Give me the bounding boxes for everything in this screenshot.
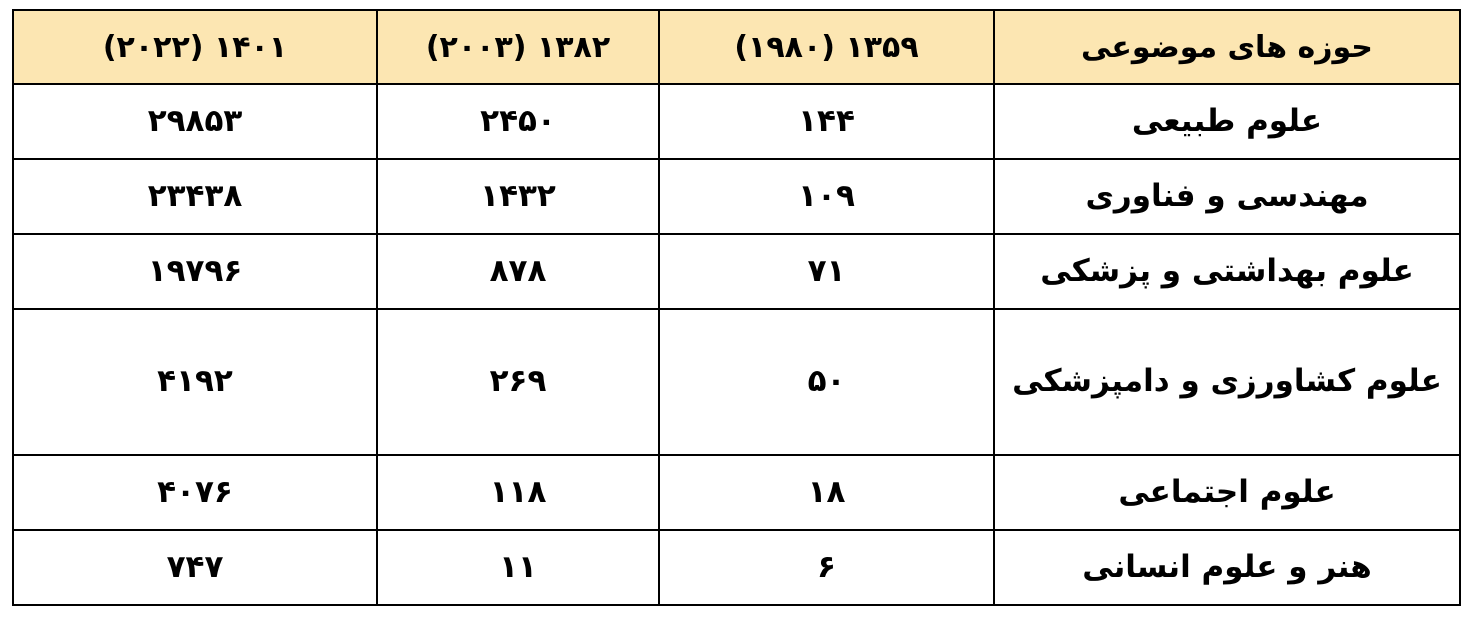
row-value-1401: ۴۰۷۶ xyxy=(12,454,378,532)
header-year-1382: ۱۳۸۲ (۲۰۰۳) xyxy=(376,9,660,85)
row-value-1382: ۲۴۵۰ xyxy=(376,83,660,160)
row-subject-name: هنر و علوم انسانی xyxy=(993,529,1461,606)
row-value-1382: ۲۶۹ xyxy=(376,307,660,457)
table-row: علوم طبیعی ۱۴۴ ۲۴۵۰ ۲۹۸۵۳ xyxy=(12,83,1461,160)
row-value-1359: ۷۱ xyxy=(658,232,995,310)
row-value-1401: ۷۴۷ xyxy=(12,529,378,606)
row-subject-name: مهندسی و فناوری xyxy=(993,157,1461,235)
row-subject-name: علوم اجتماعی xyxy=(993,454,1461,532)
row-subject-name: علوم بهداشتی و پزشکی xyxy=(993,232,1461,310)
row-value-1382: ۸۷۸ xyxy=(376,232,660,310)
row-value-1382: ۱۱ xyxy=(376,529,660,606)
row-value-1401: ۴۱۹۲ xyxy=(12,307,378,457)
subject-fields-table: حوزه های موضوعی ۱۳۵۹ (۱۹۸۰) ۱۳۸۲ (۲۰۰۳) … xyxy=(12,9,1461,606)
row-value-1359: ۱۰۹ xyxy=(658,157,995,235)
header-year-1359: ۱۳۵۹ (۱۹۸۰) xyxy=(658,9,995,85)
row-value-1359: ۶ xyxy=(658,529,995,606)
table-row: مهندسی و فناوری ۱۰۹ ۱۴۳۲ ۲۳۴۳۸ xyxy=(12,157,1461,235)
table-row: علوم بهداشتی و پزشکی ۷۱ ۸۷۸ ۱۹۷۹۶ xyxy=(12,232,1461,310)
row-subject-name: علوم طبیعی xyxy=(993,83,1461,160)
row-value-1401: ۱۹۷۹۶ xyxy=(12,232,378,310)
header-subject-fields: حوزه های موضوعی xyxy=(993,9,1461,85)
row-value-1401: ۲۹۸۵۳ xyxy=(12,83,378,160)
row-subject-name: علوم کشاورزی و دامپزشکی xyxy=(993,307,1461,457)
table-row: علوم اجتماعی ۱۸ ۱۱۸ ۴۰۷۶ xyxy=(12,454,1461,532)
row-value-1359: ۱۸ xyxy=(658,454,995,532)
row-value-1382: ۱۱۸ xyxy=(376,454,660,532)
data-table-container: حوزه های موضوعی ۱۳۵۹ (۱۹۸۰) ۱۳۸۲ (۲۰۰۳) … xyxy=(12,9,1461,606)
row-value-1359: ۱۴۴ xyxy=(658,83,995,160)
header-year-1401: ۱۴۰۱ (۲۰۲۲) xyxy=(12,9,378,85)
row-value-1401: ۲۳۴۳۸ xyxy=(12,157,378,235)
row-value-1382: ۱۴۳۲ xyxy=(376,157,660,235)
table-row: هنر و علوم انسانی ۶ ۱۱ ۷۴۷ xyxy=(12,529,1461,606)
row-value-1359: ۵۰ xyxy=(658,307,995,457)
table-header-row: حوزه های موضوعی ۱۳۵۹ (۱۹۸۰) ۱۳۸۲ (۲۰۰۳) … xyxy=(12,9,1461,85)
table-row: علوم کشاورزی و دامپزشکی ۵۰ ۲۶۹ ۴۱۹۲ xyxy=(12,307,1461,457)
